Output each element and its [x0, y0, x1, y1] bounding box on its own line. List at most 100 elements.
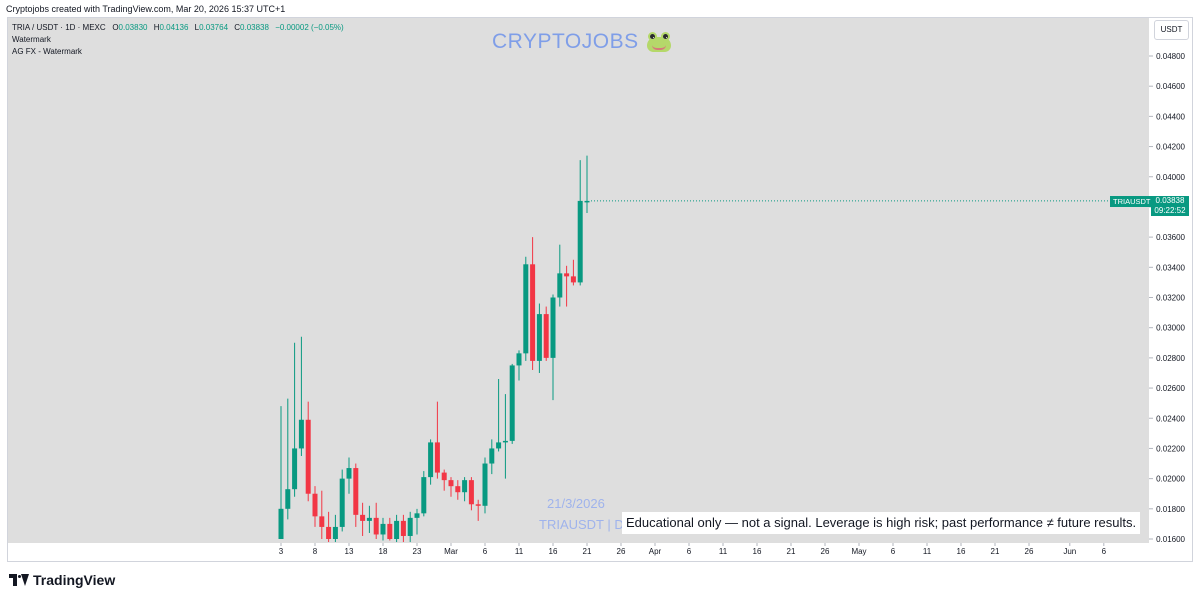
candle-body [523, 264, 529, 354]
candle[interactable] [584, 155, 590, 213]
candle[interactable] [543, 306, 549, 361]
price-tick-label: 0.04600 [1156, 82, 1185, 91]
frog-icon [646, 32, 671, 52]
candle[interactable] [564, 265, 570, 307]
time-tick-label: Apr [649, 547, 662, 556]
candle-body [360, 514, 366, 521]
candle[interactable] [353, 463, 359, 527]
candle[interactable] [380, 517, 386, 541]
candle[interactable] [441, 469, 447, 491]
candle-body [298, 419, 304, 449]
candle-body [570, 276, 576, 283]
candle[interactable] [577, 160, 583, 286]
candle[interactable] [407, 511, 413, 543]
legend-change: −0.00002 (−0.05%) [275, 23, 344, 32]
time-axis: 3 8 13 18 23 Mar 6 11 16 21 26 Apr 6 11 16 21 26 May 6 11 16… [279, 543, 1107, 556]
candle[interactable] [298, 336, 304, 456]
price-tick-label: 0.02800 [1156, 354, 1185, 363]
candle-body [285, 489, 291, 509]
bar-countdown: 09:22:52 [1154, 206, 1186, 215]
candle[interactable] [421, 471, 427, 517]
time-tick-label: Jun [1063, 547, 1076, 556]
candle[interactable] [468, 477, 474, 511]
candle[interactable] [482, 457, 488, 514]
legend-symbol[interactable]: TRIA / USDT · 1D · MEXC [12, 23, 106, 32]
last-price-label: 0.03838 09:22:52 [1151, 196, 1189, 216]
candle-body [584, 200, 590, 203]
candle[interactable] [557, 244, 563, 307]
time-tick-label: 11 [515, 547, 524, 556]
candle[interactable] [550, 294, 556, 401]
candle[interactable] [278, 406, 284, 539]
candle[interactable] [339, 469, 345, 532]
candle[interactable] [516, 350, 522, 381]
candle[interactable] [312, 486, 318, 527]
candle[interactable] [394, 514, 400, 543]
price-tick-label: 0.03000 [1156, 324, 1185, 333]
tradingview-logo[interactable]: TradingView [9, 572, 115, 588]
currency-button[interactable]: USDT [1154, 20, 1189, 40]
last-price-symbol-label: TRIAUSDT [1110, 196, 1154, 207]
candle-body [319, 516, 325, 527]
candle[interactable] [536, 303, 542, 373]
legend-high-value: 0.04136 [159, 23, 189, 32]
candle-body [489, 448, 495, 464]
candle-body [421, 477, 427, 514]
candle[interactable] [489, 439, 495, 475]
legend-ohlc-row: TRIA / USDT · 1D · MEXC O0.03830 H0.0413… [12, 22, 344, 34]
candle-body [414, 513, 420, 518]
candle[interactable] [332, 514, 338, 543]
legend-close-label: C [234, 23, 241, 32]
watermark-symbol: TRIAUSDT | D [539, 517, 624, 532]
candle-body [434, 442, 440, 473]
candle[interactable] [387, 517, 393, 541]
candle[interactable] [530, 237, 536, 370]
candle[interactable] [455, 480, 461, 500]
candle[interactable] [523, 256, 529, 361]
candle-body [468, 480, 474, 505]
candle[interactable] [305, 401, 311, 502]
price-tick-label: 0.01600 [1156, 535, 1185, 544]
candle[interactable] [509, 363, 515, 444]
candle[interactable] [373, 502, 379, 539]
candle[interactable] [448, 477, 454, 497]
chart-legend: TRIA / USDT · 1D · MEXC O0.03830 H0.0413… [12, 22, 344, 58]
candle[interactable] [434, 401, 440, 479]
candle-body [312, 493, 318, 517]
candle-body [502, 440, 508, 443]
time-tick-label: 16 [549, 547, 558, 556]
legend-indicator-agfx[interactable]: AG FX - Watermark [12, 47, 82, 56]
candle[interactable] [346, 457, 352, 494]
price-tick-label: 0.02200 [1156, 444, 1185, 453]
watermark-date: 21/3/2026 [547, 496, 605, 511]
time-tick-label: 6 [483, 547, 488, 556]
legend-indicator-watermark[interactable]: Watermark [12, 35, 51, 44]
time-tick-label: 3 [279, 547, 284, 556]
time-tick-label: 21 [991, 547, 1000, 556]
candle[interactable] [326, 511, 332, 543]
candle-body [564, 273, 570, 277]
candle[interactable] [414, 508, 420, 535]
candle[interactable] [319, 490, 325, 539]
candle[interactable] [462, 477, 468, 502]
time-tick-label: 16 [957, 547, 966, 556]
candle[interactable] [285, 398, 291, 520]
candle[interactable] [496, 379, 502, 452]
candle[interactable] [428, 439, 434, 485]
price-tick-label: 0.04000 [1156, 173, 1185, 182]
legend-close-value: 0.03838 [240, 23, 269, 32]
time-tick-label: 11 [719, 547, 728, 556]
candle[interactable] [570, 259, 576, 286]
candle[interactable] [292, 342, 298, 497]
candle-body [557, 273, 563, 298]
candle[interactable] [400, 514, 406, 543]
candle-body [387, 523, 393, 539]
time-tick-label: 26 [821, 547, 830, 556]
candle[interactable] [366, 505, 372, 533]
candle[interactable] [502, 394, 508, 479]
candle[interactable] [475, 499, 481, 521]
candle[interactable] [360, 502, 366, 536]
chart-credit: Cryptojobs created with TradingView.com,… [6, 4, 286, 14]
price-tick-label: 0.02400 [1156, 414, 1185, 423]
